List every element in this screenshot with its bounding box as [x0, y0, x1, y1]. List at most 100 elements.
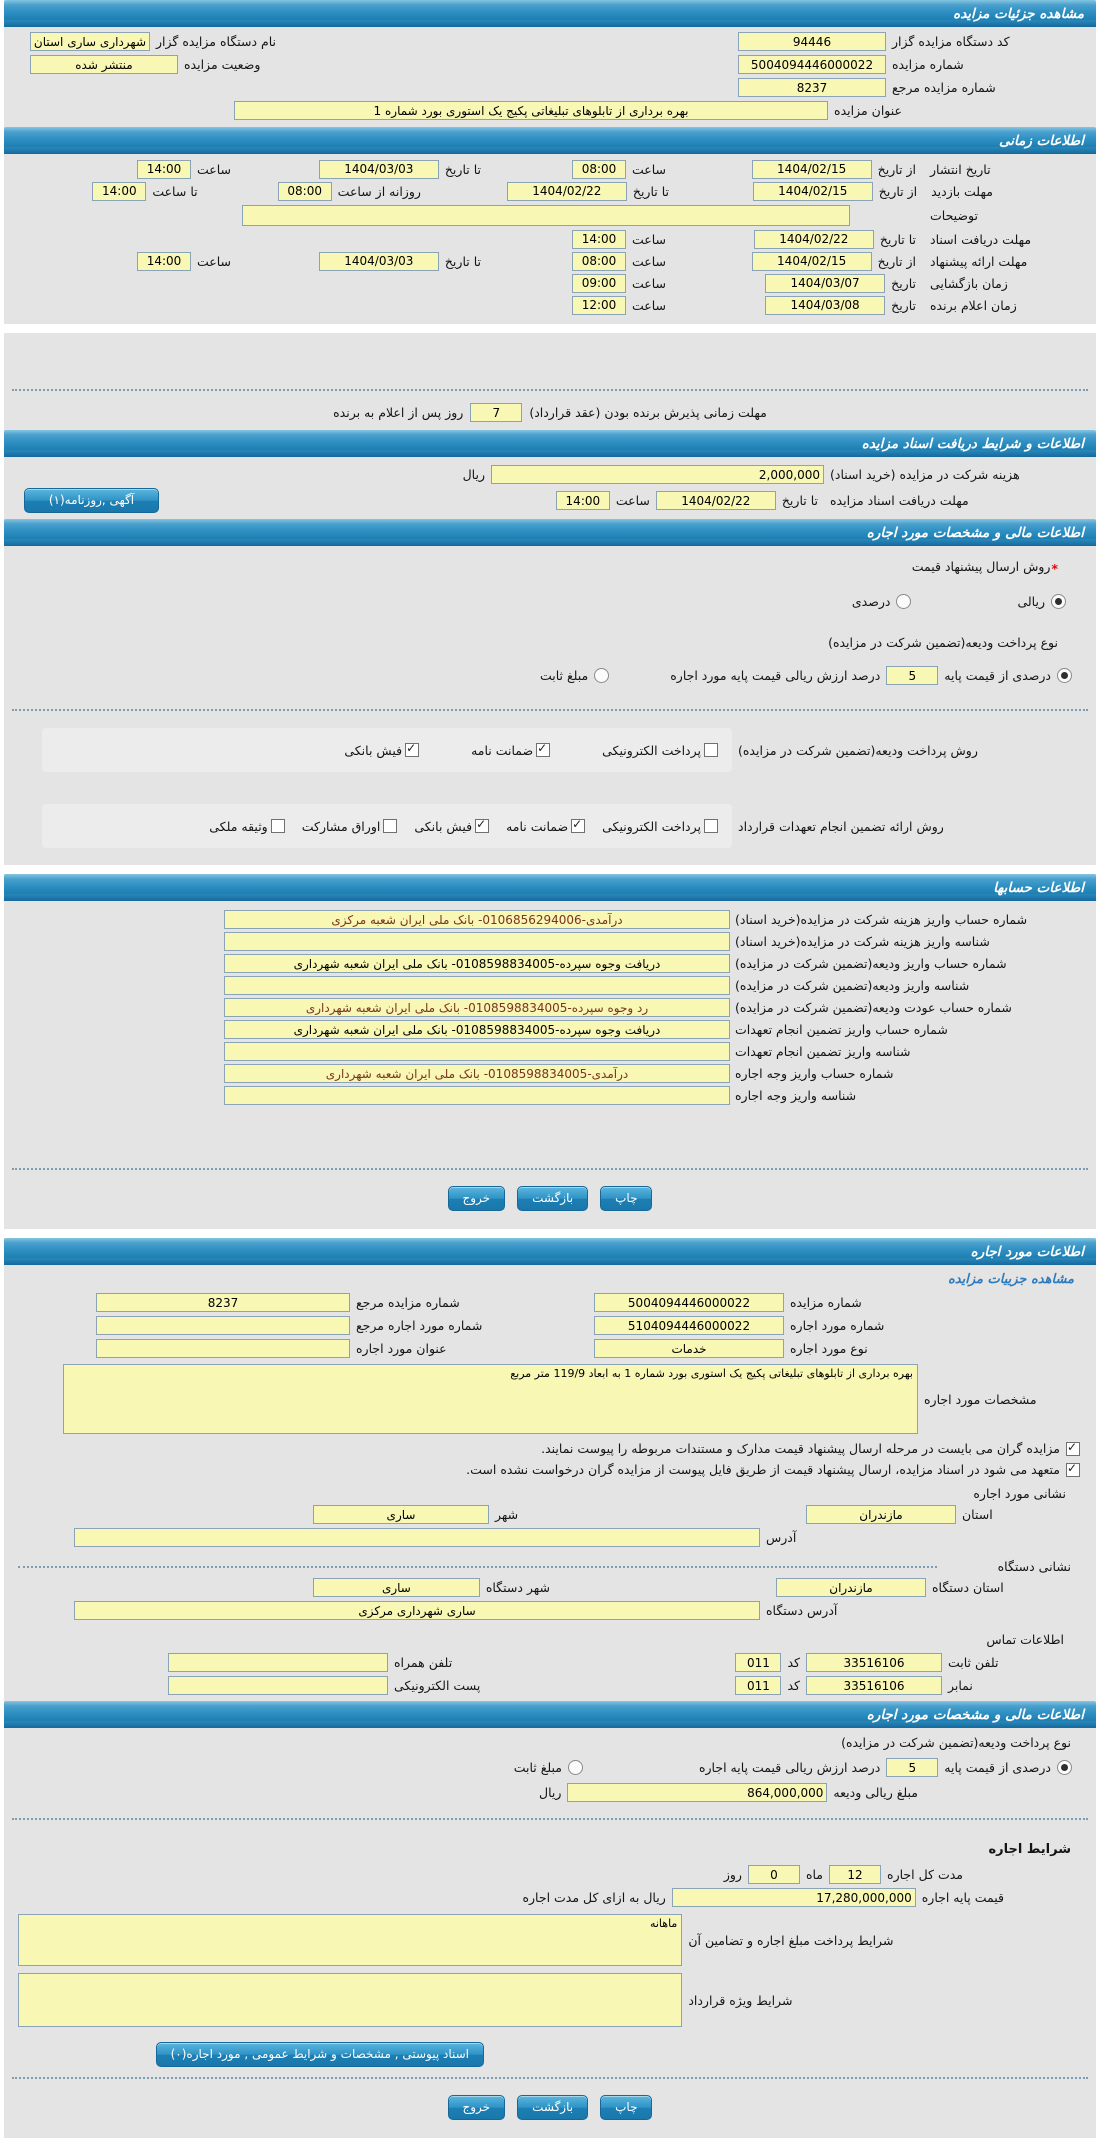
deposit-percent-field[interactable] [886, 666, 939, 685]
auction-title-field[interactable] [234, 101, 829, 120]
lease-months-field[interactable] [829, 1865, 882, 1884]
deposit-amount-field[interactable] [567, 1783, 828, 1802]
percent-of-base-radio[interactable] [1057, 668, 1072, 683]
lease-ref-no-field[interactable] [96, 1293, 350, 1312]
notes-field[interactable] [242, 204, 850, 226]
mobile-field[interactable] [168, 1653, 388, 1672]
rial-radio[interactable] [1051, 594, 1066, 609]
percent-radio[interactable] [896, 594, 912, 609]
exit-button[interactable]: خروج [447, 1186, 506, 1211]
lease-days-field[interactable] [747, 1865, 800, 1884]
province-field[interactable] [806, 1505, 956, 1524]
doc-deadline-time-field[interactable] [555, 491, 610, 510]
print-button[interactable]: چاپ [600, 1186, 653, 1211]
agency-city-label: شهر دستگاه [485, 1580, 550, 1595]
auction-details-header: مشاهده جزئیات مزایده [4, 0, 1096, 27]
doc-receive-hour-label: ساعت [631, 231, 666, 247]
view-auction-details-link[interactable]: مشاهده جزییات مزایده [947, 1272, 1074, 1287]
auction-status-field[interactable] [30, 55, 178, 74]
publish-from-time-field[interactable] [571, 159, 626, 179]
auction-ref-no-field[interactable] [738, 78, 886, 97]
electronic-payment-checkbox[interactable] [704, 819, 718, 833]
account-row-label: شناسه واریز تضمین انجام تعهدات [735, 1044, 911, 1059]
publish-to-time-field[interactable] [136, 159, 191, 179]
electronic-payment-checkbox[interactable] [704, 743, 718, 757]
doc-deadline-date-field[interactable] [655, 491, 776, 510]
participation-bonds-checkbox[interactable] [383, 819, 398, 833]
opening-date-field[interactable] [765, 273, 886, 293]
offer-from-date-field[interactable] [751, 251, 872, 271]
agency-address-field[interactable] [74, 1601, 760, 1620]
dotted-separator [18, 1565, 937, 1568]
property-collateral-checkbox[interactable] [270, 819, 285, 833]
doc-receive-to-date-field[interactable] [753, 229, 874, 249]
doc-fee-account-field[interactable] [224, 910, 730, 929]
participation-fee-field[interactable] [491, 465, 824, 484]
obligation-payment-id-field[interactable] [224, 1042, 730, 1061]
fixed-amount-radio[interactable] [594, 668, 610, 683]
auction-no-field[interactable] [738, 55, 886, 74]
acceptance-days-field[interactable] [470, 403, 523, 422]
lease-auction-no-field[interactable] [594, 1293, 784, 1312]
opening-time-field[interactable] [571, 273, 626, 293]
doc-fee-payment-id-field[interactable] [224, 932, 730, 951]
agency-name-field[interactable] [30, 32, 150, 51]
deposit-account-field[interactable] [224, 954, 730, 973]
account-row: شماره حساب واریز ودیعه(تضمین شرکت در مزا… [4, 954, 1096, 973]
deposit-refund-account-field[interactable] [224, 998, 730, 1017]
rent-payment-id-field[interactable] [224, 1086, 730, 1105]
agency-province-label: استان دستگاه [932, 1580, 1004, 1595]
city-field[interactable] [313, 1505, 489, 1524]
attach-docs-checkbox[interactable] [1066, 1440, 1080, 1456]
lease-item-no-field[interactable] [594, 1316, 784, 1335]
lease-item-title-field[interactable] [96, 1339, 350, 1358]
guarantee-letter-checkbox[interactable] [536, 741, 551, 757]
fax-code-field[interactable] [735, 1676, 782, 1695]
doc-receive-time-field[interactable] [571, 229, 626, 249]
publish-from-date-field[interactable] [751, 159, 872, 179]
email-field[interactable] [168, 1676, 388, 1695]
offer-from-label: از تاریخ [877, 253, 916, 269]
bank-receipt-checkbox[interactable] [475, 817, 490, 833]
phone-field[interactable] [806, 1653, 942, 1672]
fax-field[interactable] [806, 1676, 942, 1695]
newspaper-ad-button[interactable]: آگهی ,روزنامه(۱) [24, 488, 159, 513]
back-button[interactable]: بازگشت [517, 1186, 589, 1211]
visit-from-date-field[interactable] [752, 181, 873, 201]
exit-button[interactable]: خروج [447, 2095, 506, 2120]
offer-from-time-field[interactable] [571, 251, 626, 271]
deposit-percent-field[interactable] [886, 1758, 939, 1777]
base-price-field[interactable] [671, 1888, 916, 1907]
visit-until-time-field[interactable] [92, 181, 147, 201]
winner-date-field[interactable] [765, 295, 886, 315]
visit-to-date-field[interactable] [506, 181, 627, 201]
deposit-payment-id-field[interactable] [224, 976, 730, 995]
pay-terms-textarea[interactable]: ماهانه [18, 1914, 683, 1966]
province-label: استان [962, 1507, 993, 1522]
lease-type-field[interactable] [594, 1339, 784, 1358]
guarantee-letter-checkbox[interactable] [571, 817, 586, 833]
fixed-amount-radio[interactable] [567, 1760, 583, 1775]
address-field[interactable] [74, 1528, 760, 1547]
back-button[interactable]: بازگشت [517, 2095, 589, 2120]
lease-specs-textarea[interactable]: بهره برداری از تابلوهای تبلیغاتی پکیج یک… [63, 1364, 918, 1434]
agency-code-field[interactable] [738, 32, 886, 51]
offer-to-date-field[interactable] [318, 251, 439, 271]
lease-item-ref-field[interactable] [96, 1316, 350, 1335]
agency-province-field[interactable] [776, 1578, 926, 1597]
special-terms-textarea[interactable] [18, 1973, 683, 2027]
percent-desc-label: درصد ارزش ریالی قیمت پایه مورد اجاره [670, 668, 881, 683]
phone-code-field[interactable] [735, 1653, 782, 1672]
agency-city-field[interactable] [313, 1578, 480, 1597]
visit-daily-from-time-field[interactable] [277, 181, 332, 201]
winner-time-field[interactable] [571, 295, 626, 315]
address-label: آدرس [766, 1530, 797, 1545]
publish-to-date-field[interactable] [318, 159, 439, 179]
offer-to-time-field[interactable] [136, 251, 191, 271]
obligation-guarantee-account-field[interactable] [224, 1020, 730, 1039]
print-button[interactable]: چاپ [600, 2095, 653, 2120]
bank-receipt-checkbox[interactable] [405, 741, 420, 757]
percent-of-base-radio[interactable] [1057, 1760, 1072, 1775]
rent-payment-account-field[interactable] [224, 1064, 730, 1083]
no-file-offer-checkbox[interactable] [1066, 1461, 1080, 1477]
